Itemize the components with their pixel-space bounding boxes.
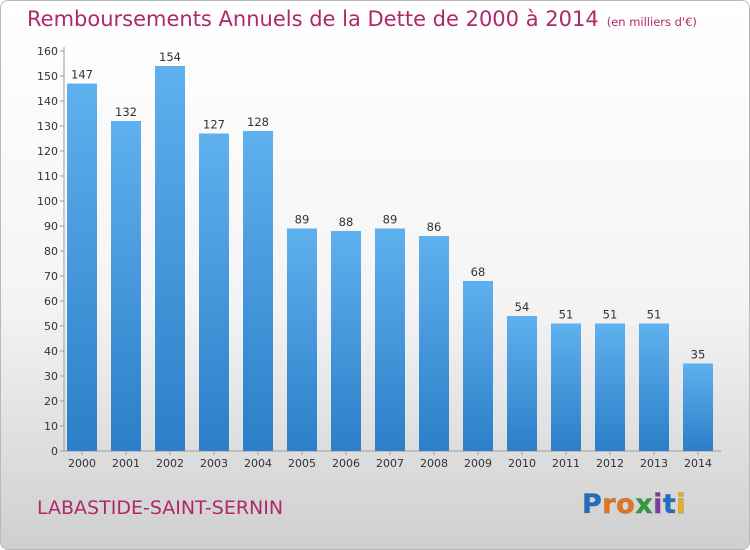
x-tick-label: 2001 xyxy=(112,457,140,470)
logo-letter: i xyxy=(676,489,687,521)
y-tick-label: 50 xyxy=(44,320,58,333)
bar xyxy=(67,83,97,451)
x-tick-label: 2006 xyxy=(332,457,360,470)
bar-value-label: 128 xyxy=(247,115,269,129)
bar-value-label: 54 xyxy=(515,300,530,314)
x-tick-label: 2005 xyxy=(288,457,316,470)
y-tick-label: 30 xyxy=(44,370,58,383)
bar xyxy=(463,281,493,451)
commune-name: LABASTIDE-SAINT-SERNIN xyxy=(37,497,284,519)
bar-value-label: 132 xyxy=(115,105,137,119)
bar xyxy=(111,121,141,451)
y-tick-label: 150 xyxy=(37,70,58,83)
logo-letter: o xyxy=(616,489,636,521)
bar xyxy=(639,323,669,451)
bar-value-label: 127 xyxy=(203,118,225,132)
y-tick-label: 70 xyxy=(44,270,58,283)
bar xyxy=(243,131,273,451)
y-tick-label: 60 xyxy=(44,295,58,308)
x-tick-label: 2012 xyxy=(596,457,624,470)
bar-value-label: 35 xyxy=(691,348,706,362)
bar xyxy=(155,66,185,451)
y-tick-label: 100 xyxy=(37,195,58,208)
x-tick-label: 2011 xyxy=(552,457,580,470)
title-row: Remboursements Annuels de la Dette de 20… xyxy=(27,7,697,31)
bar-value-label: 154 xyxy=(159,50,181,64)
y-tick-label: 90 xyxy=(44,220,58,233)
y-tick-label: 120 xyxy=(37,145,58,158)
bar xyxy=(199,133,229,451)
logo-letter: x xyxy=(635,489,654,521)
y-tick-label: 160 xyxy=(37,45,58,58)
bar xyxy=(595,323,625,451)
y-tick-label: 110 xyxy=(37,170,58,183)
x-tick-label: 2004 xyxy=(244,457,272,470)
bar-value-label: 68 xyxy=(471,265,486,279)
bar xyxy=(331,231,361,451)
y-tick-label: 130 xyxy=(37,120,58,133)
x-tick-label: 2009 xyxy=(464,457,492,470)
logo-letter: r xyxy=(602,489,617,521)
proxiti-logo: Proxiti xyxy=(581,489,687,521)
bar xyxy=(287,228,317,451)
x-tick-label: 2002 xyxy=(156,457,184,470)
x-tick-label: 2014 xyxy=(684,457,712,470)
bar-value-label: 51 xyxy=(603,308,618,322)
y-tick-label: 20 xyxy=(44,395,58,408)
chart-title: Remboursements Annuels de la Dette de 20… xyxy=(27,7,599,31)
chart-value-labels: 147 132 154 127 128 89 88 89 86 68 54 51 51 51 35 xyxy=(71,50,705,362)
bar xyxy=(683,363,713,451)
bar xyxy=(507,316,537,451)
bar-value-label: 89 xyxy=(295,213,310,227)
bar xyxy=(419,236,449,451)
bar-value-label: 86 xyxy=(427,220,442,234)
chart-subtitle: (en milliers d'€) xyxy=(606,15,697,29)
x-tick-label: 2010 xyxy=(508,457,536,470)
x-tick-label: 2013 xyxy=(640,457,668,470)
y-tick-label: 140 xyxy=(37,95,58,108)
chart-bars xyxy=(67,66,713,451)
bar xyxy=(375,228,405,451)
bar-value-label: 89 xyxy=(383,213,398,227)
bar-value-label: 51 xyxy=(559,308,574,322)
logo-letter: P xyxy=(581,489,603,521)
logo-letter: i xyxy=(653,489,663,521)
y-tick-label: 10 xyxy=(44,420,58,433)
y-tick-label: 80 xyxy=(44,245,58,258)
x-tick-label: 2007 xyxy=(376,457,404,470)
x-tick-label: 2000 xyxy=(68,457,96,470)
chart-axes: 0 10 20 30 40 50 60 70 80 90 100 110 120 130 140 150 160… xyxy=(37,45,721,470)
y-tick-label: 0 xyxy=(51,445,58,458)
bar-value-label: 147 xyxy=(71,68,93,82)
bar-value-label: 88 xyxy=(339,215,354,229)
bar-value-label: 51 xyxy=(647,308,662,322)
x-tick-label: 2003 xyxy=(200,457,228,470)
bar xyxy=(551,323,581,451)
x-tick-label: 2008 xyxy=(420,457,448,470)
logo-letter: t xyxy=(662,489,677,521)
y-tick-label: 40 xyxy=(44,345,58,358)
